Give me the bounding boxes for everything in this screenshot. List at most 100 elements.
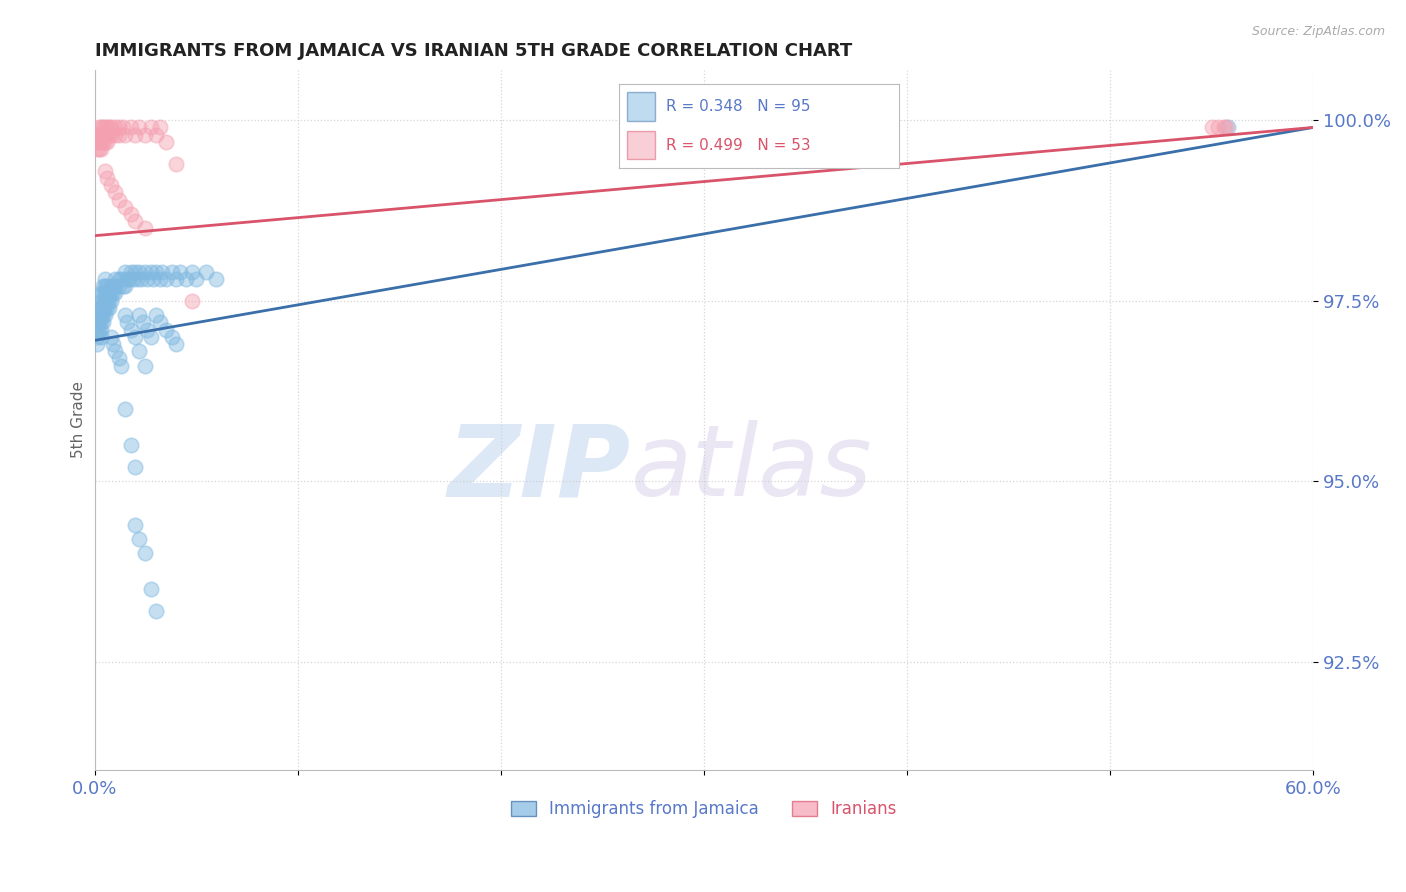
Point — [100, 330, 122, 344]
Point — [90, 308, 112, 322]
Legend: Immigrants from Jamaica, Iranians: Immigrants from Jamaica, Iranians — [505, 793, 904, 825]
Point — [111, 279, 134, 293]
Point — [86, 330, 108, 344]
Point — [114, 200, 136, 214]
Text: IMMIGRANTS FROM JAMAICA VS IRANIAN 5TH GRADE CORRELATION CHART: IMMIGRANTS FROM JAMAICA VS IRANIAN 5TH G… — [94, 42, 852, 60]
Point — [124, 330, 146, 344]
Point — [104, 286, 127, 301]
Point — [141, 582, 163, 597]
Point — [124, 265, 146, 279]
Point — [110, 359, 132, 373]
Point — [142, 272, 165, 286]
Y-axis label: 5th Grade: 5th Grade — [72, 381, 86, 458]
Point — [128, 308, 150, 322]
Point — [101, 337, 124, 351]
Point — [86, 142, 108, 156]
Text: Source: ZipAtlas.com: Source: ZipAtlas.com — [1251, 25, 1385, 38]
Point — [100, 286, 122, 301]
Point — [97, 301, 120, 315]
Point — [134, 546, 156, 560]
Point — [145, 604, 167, 618]
Point — [141, 330, 163, 344]
Point — [86, 128, 108, 142]
Point — [87, 315, 110, 329]
Point — [104, 344, 127, 359]
Point — [90, 286, 112, 301]
Point — [1215, 120, 1237, 135]
Point — [155, 135, 177, 149]
Point — [108, 351, 131, 366]
Point — [97, 128, 120, 142]
Point — [97, 120, 120, 135]
Point — [108, 279, 131, 293]
Point — [91, 315, 114, 329]
Point — [124, 128, 146, 142]
Point — [145, 308, 167, 322]
Point — [876, 135, 898, 149]
Point — [91, 293, 114, 308]
Point — [104, 128, 127, 142]
Point — [91, 279, 114, 293]
Point — [145, 128, 167, 142]
Point — [91, 135, 114, 149]
Point — [120, 438, 142, 452]
Point — [90, 293, 112, 308]
Point — [128, 265, 150, 279]
Point — [96, 135, 118, 149]
Point — [87, 301, 110, 315]
Point — [90, 322, 112, 336]
Point — [104, 279, 127, 293]
Point — [165, 156, 187, 170]
Point — [104, 186, 127, 200]
Point — [87, 308, 110, 322]
Point — [90, 135, 112, 149]
Point — [141, 120, 163, 135]
Point — [124, 459, 146, 474]
Point — [96, 301, 118, 315]
Point — [87, 135, 110, 149]
Point — [96, 279, 118, 293]
Point — [104, 272, 127, 286]
Point — [148, 120, 170, 135]
Point — [100, 128, 122, 142]
Point — [93, 135, 115, 149]
Point — [165, 272, 187, 286]
Point — [114, 279, 136, 293]
Point — [1212, 120, 1234, 135]
Point — [101, 286, 124, 301]
Point — [90, 315, 112, 329]
Point — [181, 293, 204, 308]
Point — [87, 322, 110, 336]
Point — [148, 272, 170, 286]
Point — [101, 279, 124, 293]
Point — [108, 193, 131, 207]
Point — [134, 359, 156, 373]
Point — [96, 120, 118, 135]
Point — [169, 265, 191, 279]
Point — [120, 322, 142, 336]
Point — [93, 293, 115, 308]
Point — [91, 128, 114, 142]
Point — [122, 272, 145, 286]
Point — [115, 315, 138, 329]
Point — [132, 315, 155, 329]
Point — [128, 120, 150, 135]
Point — [148, 315, 170, 329]
Point — [114, 402, 136, 417]
Point — [93, 279, 115, 293]
Point — [93, 128, 115, 142]
Point — [90, 120, 112, 135]
Point — [141, 265, 163, 279]
Point — [87, 120, 110, 135]
Point — [118, 272, 141, 286]
Point — [124, 214, 146, 228]
Point — [97, 293, 120, 308]
Point — [87, 128, 110, 142]
Point — [93, 272, 115, 286]
Point — [93, 163, 115, 178]
Point — [134, 128, 156, 142]
Point — [124, 517, 146, 532]
Point — [160, 265, 183, 279]
Point — [100, 120, 122, 135]
Point — [91, 308, 114, 322]
